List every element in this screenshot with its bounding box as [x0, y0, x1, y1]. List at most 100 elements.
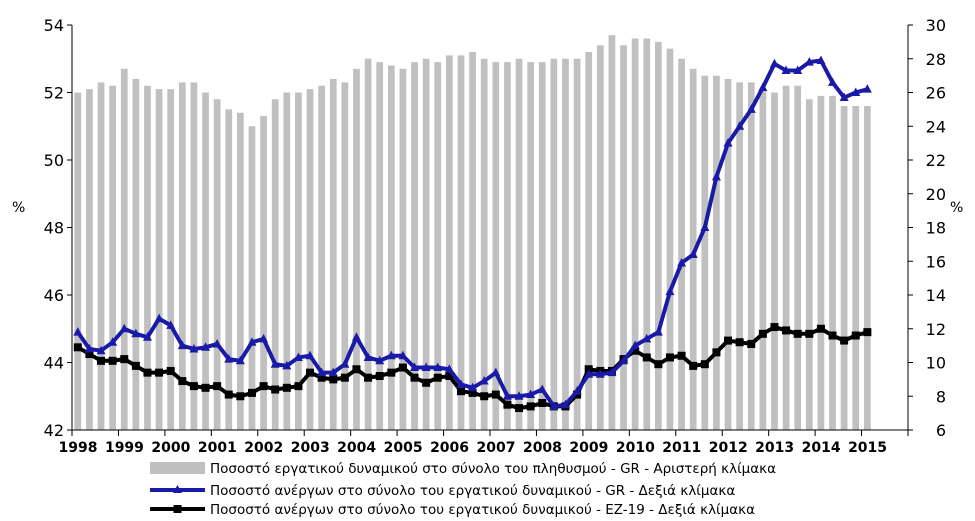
axes-layer: 42 44 46 48 50 52 54 6 8 10 12 14 16 18 20 22 24 26 28 30 19… — [44, 16, 946, 456]
ez-unemployment-point — [584, 365, 593, 374]
ez-unemployment-point — [840, 336, 849, 345]
gr-unemployment-point — [711, 171, 721, 181]
ez-unemployment-point — [538, 399, 547, 407]
gr-unemployment-point — [804, 57, 814, 66]
bar — [132, 79, 140, 430]
bar — [178, 82, 186, 430]
bar — [167, 89, 175, 431]
bar — [120, 68, 128, 431]
bar — [387, 65, 395, 430]
ez-unemployment-point — [468, 388, 477, 397]
bar — [805, 99, 813, 430]
ez-unemployment-point — [97, 356, 106, 365]
ez-unemployment-point — [247, 388, 256, 397]
ez-unemployment-point — [329, 375, 338, 384]
ez-unemployment-point — [259, 382, 268, 391]
bar — [596, 45, 604, 430]
gr-unemployment-point — [758, 82, 768, 91]
gr-unemployment-point — [526, 389, 536, 399]
bar — [538, 62, 546, 430]
ez-unemployment-point — [108, 356, 117, 365]
ez-unemployment-point — [282, 383, 291, 392]
gr-unemployment-point — [270, 359, 280, 368]
bar — [817, 95, 825, 430]
legend-item-gr-unemployment: Ποσοστό ανέργων στο σύνολο του εργατικού… — [150, 483, 735, 499]
ez-unemployment-point — [712, 348, 721, 357]
right-tick-label: 14 — [926, 286, 946, 305]
gr-unemployment-point — [189, 344, 199, 353]
bar — [771, 92, 778, 430]
bar — [492, 62, 500, 430]
bar — [306, 89, 314, 431]
gr-unemployment-point — [96, 345, 106, 355]
ez-unemployment-point — [445, 372, 454, 380]
bar — [585, 52, 593, 430]
ez-unemployment-point — [213, 382, 222, 391]
ez-unemployment-point — [375, 372, 384, 380]
right-tick-label: 20 — [926, 185, 946, 204]
gr-unemployment-point — [549, 401, 559, 410]
gr-unemployment-point — [665, 286, 675, 296]
ez-unemployment-point — [758, 329, 767, 338]
legend-label-ez-unemployment: Ποσοστό ανέργων στο σύνολο του εργατικού… — [210, 502, 755, 518]
ez-unemployment-point — [398, 363, 407, 372]
bar — [724, 79, 732, 430]
gr-unemployment-point — [317, 367, 327, 377]
gr-unemployment-point — [769, 58, 779, 68]
bar — [213, 99, 221, 430]
bar — [631, 38, 639, 430]
gr-unemployment-point — [212, 338, 222, 348]
ez-unemployment-point — [747, 339, 756, 348]
bar — [364, 58, 372, 430]
x-tick-label: 2000 — [151, 440, 190, 456]
ez-unemployment-point — [189, 382, 198, 391]
gr-unemployment-point — [293, 352, 303, 361]
left-tick-label: 42 — [44, 421, 64, 440]
ez-unemployment-point — [317, 373, 326, 382]
bar — [469, 52, 476, 430]
ez-unemployment-point — [73, 343, 82, 352]
gr-unemployment-point — [700, 222, 710, 231]
gr-unemployment-point — [595, 369, 605, 378]
bar — [759, 89, 767, 431]
bar — [109, 85, 116, 430]
ez-unemployment-point — [654, 360, 663, 369]
x-tick-label: 2005 — [384, 440, 423, 456]
legend-label-participation: Ποσοστό εργατικού δυναμικού στο σύνολο τ… — [210, 461, 776, 477]
bar — [794, 85, 802, 430]
gr-unemployment-point — [73, 327, 83, 336]
x-tick-label: 2002 — [244, 440, 283, 456]
legend-swatch-participation — [150, 462, 205, 474]
x-tick-label: 2014 — [802, 440, 841, 456]
gr-unemployment-point — [491, 367, 501, 377]
right-tick-label: 6 — [936, 421, 946, 440]
right-tick-label: 16 — [926, 252, 946, 271]
bar — [283, 92, 291, 430]
bar — [654, 41, 662, 431]
ez-unemployment-point — [770, 323, 779, 332]
x-tick-label: 1998 — [59, 440, 98, 456]
bar — [341, 82, 349, 430]
ez-unemployment-point — [178, 377, 187, 386]
x-tick-label: 1999 — [105, 440, 144, 456]
bar — [527, 62, 534, 430]
gr-unemployment-point — [84, 344, 94, 353]
right-tick-label: 30 — [926, 16, 946, 35]
bar — [445, 55, 453, 431]
bar — [399, 68, 407, 431]
bar — [515, 58, 523, 430]
ez-unemployment-point — [642, 353, 651, 362]
legend: Ποσοστό εργατικού δυναμικού στο σύνολο τ… — [150, 461, 776, 518]
gr-unemployment-point — [560, 399, 570, 409]
bar — [74, 92, 82, 430]
legend-marker-gr-unemployment — [173, 485, 182, 493]
bar — [318, 85, 325, 430]
bar — [829, 95, 836, 430]
ez-unemployment-point — [735, 338, 744, 347]
ez-unemployment-point — [689, 361, 698, 370]
bar — [155, 89, 163, 431]
gr-unemployment-point — [142, 332, 152, 341]
ez-unemployment-point — [236, 392, 245, 401]
right-tick-label: 18 — [926, 219, 946, 238]
gr-unemployment-point — [259, 333, 269, 343]
